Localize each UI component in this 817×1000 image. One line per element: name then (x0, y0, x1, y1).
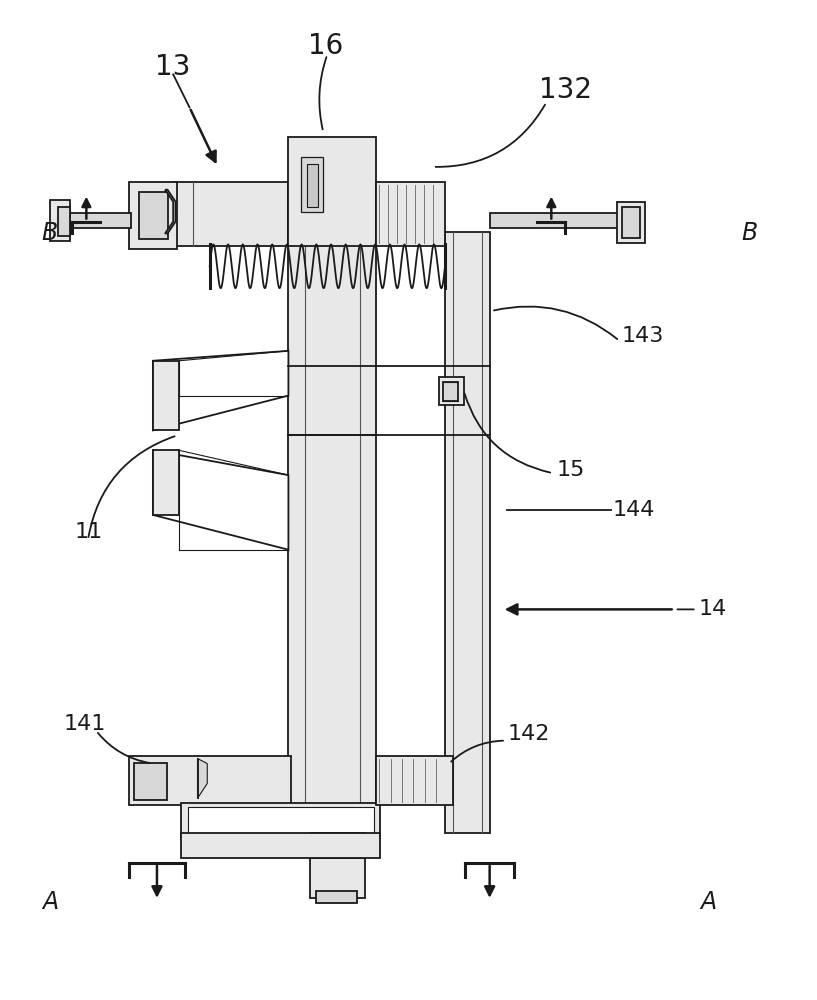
Bar (128, 756, 291, 805)
Polygon shape (165, 190, 176, 233)
Bar (288, 137, 376, 246)
Text: 14: 14 (699, 599, 726, 619)
Bar (181, 833, 380, 858)
Bar (173, 182, 288, 246)
Polygon shape (198, 759, 208, 798)
Bar (153, 450, 179, 515)
Bar (489, 213, 619, 228)
Bar (68, 213, 131, 228)
Text: 15: 15 (556, 460, 584, 480)
Bar (622, 207, 640, 238)
Text: A: A (42, 890, 58, 914)
Bar (444, 382, 458, 401)
Text: 143: 143 (621, 326, 663, 346)
Bar (50, 200, 70, 241)
Bar (188, 807, 374, 833)
Bar (307, 164, 318, 207)
Bar (376, 182, 445, 246)
Polygon shape (153, 450, 288, 550)
Text: B: B (741, 221, 757, 245)
Bar (316, 891, 356, 903)
Text: B: B (42, 221, 58, 245)
Text: A: A (701, 890, 717, 914)
Bar (134, 763, 167, 800)
Bar (153, 361, 179, 430)
Bar (445, 232, 489, 833)
Text: 141: 141 (64, 714, 106, 734)
Bar (128, 182, 177, 249)
Bar (288, 222, 376, 838)
Bar (181, 803, 380, 838)
Text: 132: 132 (538, 76, 592, 104)
Bar (139, 192, 167, 239)
Text: 11: 11 (74, 522, 102, 542)
Polygon shape (153, 351, 288, 430)
Bar (376, 756, 453, 805)
Text: 13: 13 (155, 53, 191, 81)
Bar (58, 207, 70, 236)
Bar (310, 833, 364, 898)
Bar (617, 202, 645, 243)
Bar (301, 157, 324, 212)
Bar (440, 377, 464, 405)
Text: 142: 142 (507, 724, 550, 744)
Text: 16: 16 (308, 32, 343, 60)
Text: 144: 144 (613, 500, 655, 520)
